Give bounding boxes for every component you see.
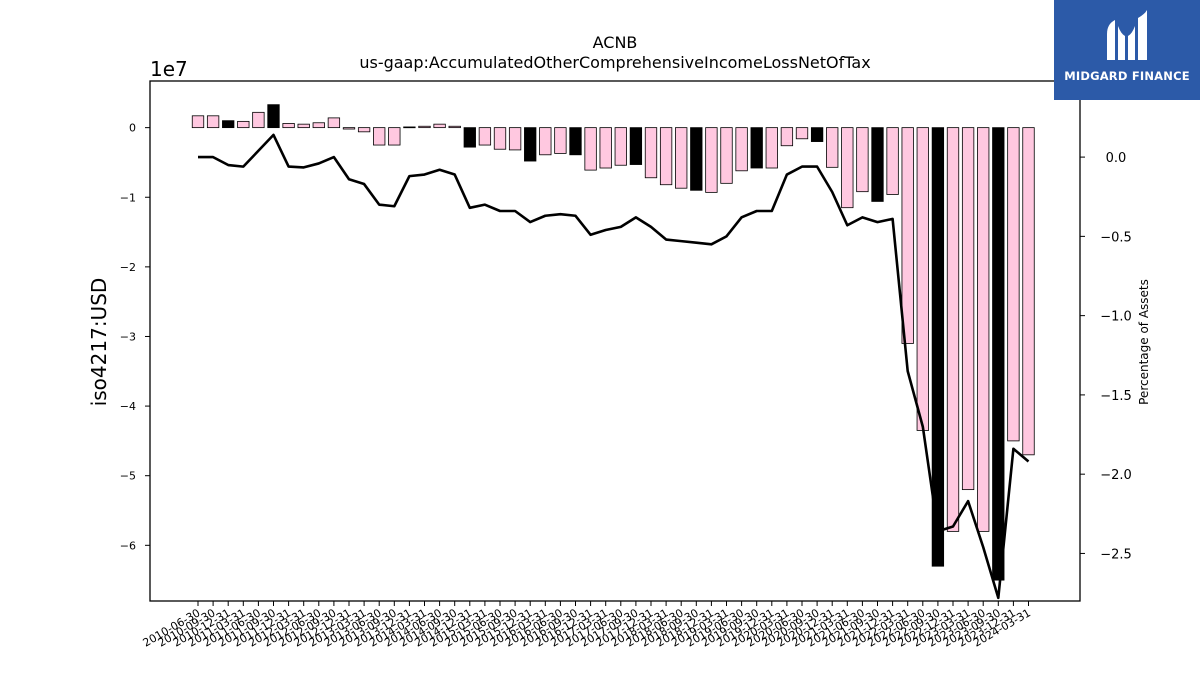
y-tick-label: −2 (120, 261, 136, 274)
bar (312, 122, 325, 129)
bar-series (191, 104, 1035, 581)
y2-tick-label: −1.0 (1100, 310, 1132, 325)
chart-subtitle: us-gaap:AccumulatedOtherComprehensiveInc… (359, 53, 870, 72)
y2-axis-ticks: 0.0 −0.5 −1.0 −1.5 −2.0 −2.5 (1080, 151, 1132, 562)
y-tick-label: −6 (120, 539, 136, 552)
bar (448, 125, 461, 129)
bar (705, 127, 718, 193)
bar (191, 115, 205, 129)
bar (237, 120, 250, 129)
bar (403, 126, 416, 129)
y-tick-label: −5 (120, 470, 136, 483)
bar (584, 127, 597, 171)
bar (478, 127, 492, 146)
bar (297, 123, 310, 129)
bar (961, 127, 975, 491)
bar (916, 127, 929, 431)
y2-axis-label: Percentage of Assets (1137, 279, 1151, 405)
bar (252, 111, 265, 129)
bar (675, 127, 688, 189)
bar (901, 127, 914, 344)
y2-tick-label: 0.0 (1106, 151, 1127, 166)
brand-logo: MIDGARD FINANCE (1054, 0, 1200, 100)
bar (629, 127, 643, 165)
bar (388, 127, 401, 146)
bar (765, 127, 778, 169)
chart-title: ACNB (593, 33, 638, 52)
y-scale-label: 1e7 (150, 57, 188, 81)
bar (267, 104, 280, 129)
bar (554, 127, 567, 154)
bar (690, 127, 703, 191)
bar (826, 127, 839, 168)
bar (614, 127, 627, 166)
bar (735, 127, 748, 172)
bar (931, 127, 945, 567)
bar (222, 120, 235, 129)
x-axis-ticks: 2010-06-302010-09-302010-12-312011-03-31… (141, 601, 1033, 650)
bar (992, 127, 1005, 581)
bar (856, 127, 869, 193)
y-tick-label: 0 (129, 122, 136, 135)
bar (357, 127, 371, 133)
bar (644, 127, 658, 179)
y-tick-label: −3 (120, 330, 136, 343)
bar (810, 127, 824, 142)
bar (720, 127, 733, 184)
bar (282, 123, 295, 129)
bar (780, 127, 794, 147)
bar (871, 127, 884, 202)
y2-tick-label: −1.5 (1100, 389, 1132, 404)
y-tick-label: −1 (120, 191, 136, 204)
y-axis-label: iso4217:USD (87, 278, 111, 407)
y-axis-ticks: 0 −1 −2 −3 −4 −5 −6 (120, 122, 150, 552)
bar (539, 127, 552, 156)
bar (946, 127, 960, 532)
bar (373, 127, 386, 146)
bar (599, 127, 612, 169)
bar (206, 115, 220, 129)
bar (508, 127, 522, 151)
bar (342, 127, 356, 130)
bar (977, 127, 990, 532)
bar (418, 125, 431, 129)
bar (569, 127, 582, 156)
y2-tick-label: −0.5 (1100, 230, 1132, 245)
percentage-of-assets-line (198, 133, 1030, 600)
bar (433, 123, 446, 129)
bar (1007, 127, 1020, 442)
bar (327, 117, 341, 129)
bar (659, 127, 673, 186)
bar (493, 127, 507, 150)
bar (1022, 127, 1035, 456)
bar (886, 127, 899, 195)
y2-tick-label: −2.0 (1100, 468, 1132, 483)
bar (524, 127, 537, 162)
brand-name: MIDGARD FINANCE (1064, 69, 1190, 83)
y2-tick-label: −2.5 (1100, 547, 1132, 562)
midgard-m-logo-icon (1107, 10, 1147, 60)
y-tick-label: −4 (120, 400, 136, 413)
bar (841, 127, 854, 209)
bar (795, 127, 809, 140)
plot-frame (149, 80, 1081, 602)
line-series (198, 133, 1030, 600)
bar (750, 127, 763, 169)
bar (463, 127, 476, 148)
